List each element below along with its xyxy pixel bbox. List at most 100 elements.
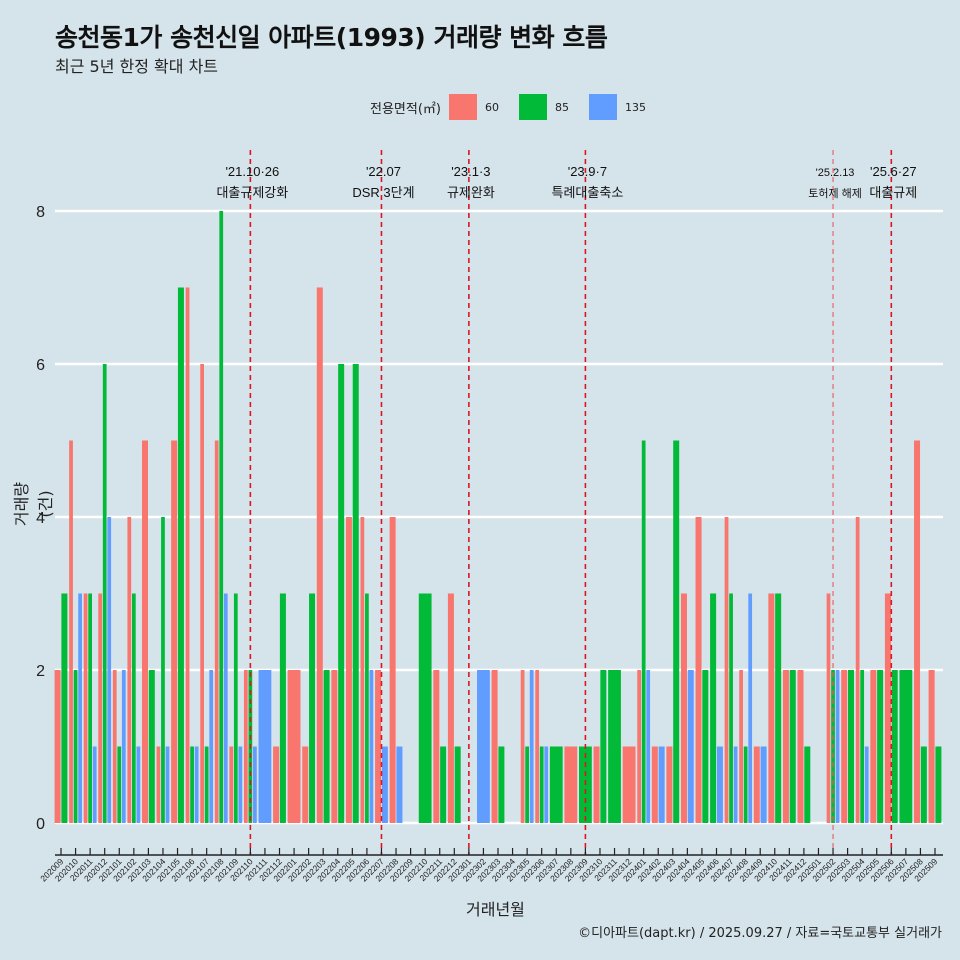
bar-85-202509 bbox=[935, 746, 942, 823]
bar-85-202310 bbox=[600, 670, 607, 823]
bar-60-202204 bbox=[331, 670, 338, 823]
bar-85-202102 bbox=[131, 593, 136, 823]
bars bbox=[54, 211, 942, 823]
bar-135-202104 bbox=[165, 746, 170, 823]
bar-85-202101 bbox=[117, 746, 122, 823]
bar-85-202306 bbox=[539, 746, 544, 823]
bar-135-202502 bbox=[835, 670, 840, 823]
x-axis: 2020092020102020112020122021012021022021… bbox=[38, 848, 943, 883]
bar-60-202305 bbox=[520, 670, 525, 823]
chart-subtitle: 최근 5년 한정 확대 차트 bbox=[55, 57, 219, 76]
bar-135-202409 bbox=[760, 746, 767, 823]
legend-label-135: 135 bbox=[624, 100, 646, 114]
bar-60-202405 bbox=[695, 517, 702, 823]
bar-60-202107 bbox=[200, 364, 204, 823]
y-axis-title: 거래량(건) bbox=[12, 481, 55, 527]
bar-85-202406 bbox=[710, 593, 717, 823]
bar-85-202105 bbox=[177, 287, 184, 823]
bar-85-202411 bbox=[789, 670, 796, 823]
bar-60-202502 bbox=[826, 593, 831, 823]
bar-135-202111 bbox=[258, 670, 272, 823]
bar-60-202206 bbox=[360, 517, 365, 823]
event-label: 대출규제 bbox=[869, 185, 917, 200]
bar-135-202102 bbox=[136, 746, 141, 823]
bar-60-202312 bbox=[622, 746, 636, 823]
bar-60-202009 bbox=[54, 670, 61, 823]
event-label: 규제완화 bbox=[447, 185, 495, 200]
bar-135-202305 bbox=[529, 670, 534, 823]
bar-85-202505 bbox=[877, 670, 884, 823]
bar-85-202401 bbox=[641, 440, 646, 823]
bar-85-202507 bbox=[899, 670, 913, 823]
bar-85-202303 bbox=[498, 746, 505, 823]
x-axis-title: 거래년월 bbox=[466, 900, 525, 919]
bar-135-202404 bbox=[687, 670, 694, 823]
y-tick-label: 0 bbox=[36, 816, 45, 833]
bar-135-202010 bbox=[78, 593, 82, 823]
event-label: 대출규제강화 bbox=[216, 185, 288, 200]
bar-60-202310 bbox=[593, 746, 600, 823]
bar-85-202010 bbox=[73, 670, 78, 823]
bar-60-202506 bbox=[884, 593, 891, 823]
bar-135-202206 bbox=[369, 670, 374, 823]
bar-85-202206 bbox=[365, 593, 369, 823]
bar-60-202402 bbox=[651, 746, 658, 823]
bar-85-202108 bbox=[219, 211, 224, 823]
bar-135-202106 bbox=[194, 746, 199, 823]
bar-85-202012 bbox=[102, 364, 107, 823]
event-date: '23.1·3 bbox=[451, 164, 490, 179]
legend-label-85: 85 bbox=[554, 100, 569, 114]
bar-85-202307 bbox=[549, 746, 563, 823]
bar-60-202104 bbox=[156, 746, 161, 823]
bar-60-202303 bbox=[491, 670, 498, 823]
bar-85-202410 bbox=[775, 593, 782, 823]
bar-60-202112 bbox=[273, 746, 280, 823]
y-tick-label: 2 bbox=[36, 663, 45, 680]
bar-85-202311 bbox=[608, 670, 621, 823]
bar-60-202102 bbox=[127, 517, 132, 823]
bar-135-202401 bbox=[646, 670, 651, 823]
bar-60-202106 bbox=[185, 287, 190, 823]
bar-85-202403 bbox=[673, 440, 680, 823]
event-label: 특례대출축소 bbox=[552, 185, 624, 200]
bar-85-202407 bbox=[729, 593, 733, 823]
bar-85-202204 bbox=[338, 364, 345, 823]
bar-60-202205 bbox=[345, 517, 352, 823]
bar-60-202203 bbox=[316, 287, 323, 823]
bar-85-202106 bbox=[190, 746, 194, 823]
bar-60-202409 bbox=[753, 746, 760, 823]
bar-85-202504 bbox=[860, 670, 865, 823]
source-caption: ©디아파트(dapt.kr) / 2025.09.27 / 자료=국토교통부 실… bbox=[578, 926, 942, 941]
bar-85-202104 bbox=[161, 517, 165, 823]
bar-60-202101 bbox=[112, 670, 117, 823]
legend: 전용면적(㎡) 60 85 135 bbox=[370, 94, 666, 120]
bar-135-202101 bbox=[121, 670, 126, 823]
bar-85-202112 bbox=[279, 593, 286, 823]
bar-60-202505 bbox=[870, 670, 877, 823]
bar-85-202408 bbox=[743, 746, 748, 823]
bar-60-202105 bbox=[171, 440, 178, 823]
bar-60-202109 bbox=[229, 746, 234, 823]
bar-85-202109 bbox=[233, 593, 238, 823]
bar-85-202202 bbox=[309, 593, 316, 823]
bar-85-202203 bbox=[323, 670, 330, 823]
bar-60-202410 bbox=[768, 593, 775, 823]
bar-135-202107 bbox=[209, 670, 214, 823]
bar-60-202202 bbox=[302, 746, 309, 823]
bar-135-202011 bbox=[92, 746, 97, 823]
bar-85-202009 bbox=[61, 593, 68, 823]
bar-135-202012 bbox=[107, 517, 112, 823]
bar-60-202504 bbox=[855, 517, 860, 823]
y-tick-label: 6 bbox=[36, 357, 45, 374]
event-label: 토허제 해제 bbox=[808, 186, 862, 200]
event-date: '25.6·27 bbox=[870, 164, 917, 179]
legend-key-60 bbox=[448, 94, 477, 120]
bar-135-202108 bbox=[223, 593, 228, 823]
bar-60-202207 bbox=[375, 670, 382, 823]
bar-60-202103 bbox=[142, 440, 148, 823]
bar-60-202110 bbox=[243, 670, 248, 823]
bar-135-202408 bbox=[748, 593, 753, 823]
bar-60-202010 bbox=[69, 440, 73, 823]
annotations: '21.10·26 대출규제강화 '22.07 DSR 3단계 '23.1·3 규제완화 '… bbox=[216, 150, 917, 855]
